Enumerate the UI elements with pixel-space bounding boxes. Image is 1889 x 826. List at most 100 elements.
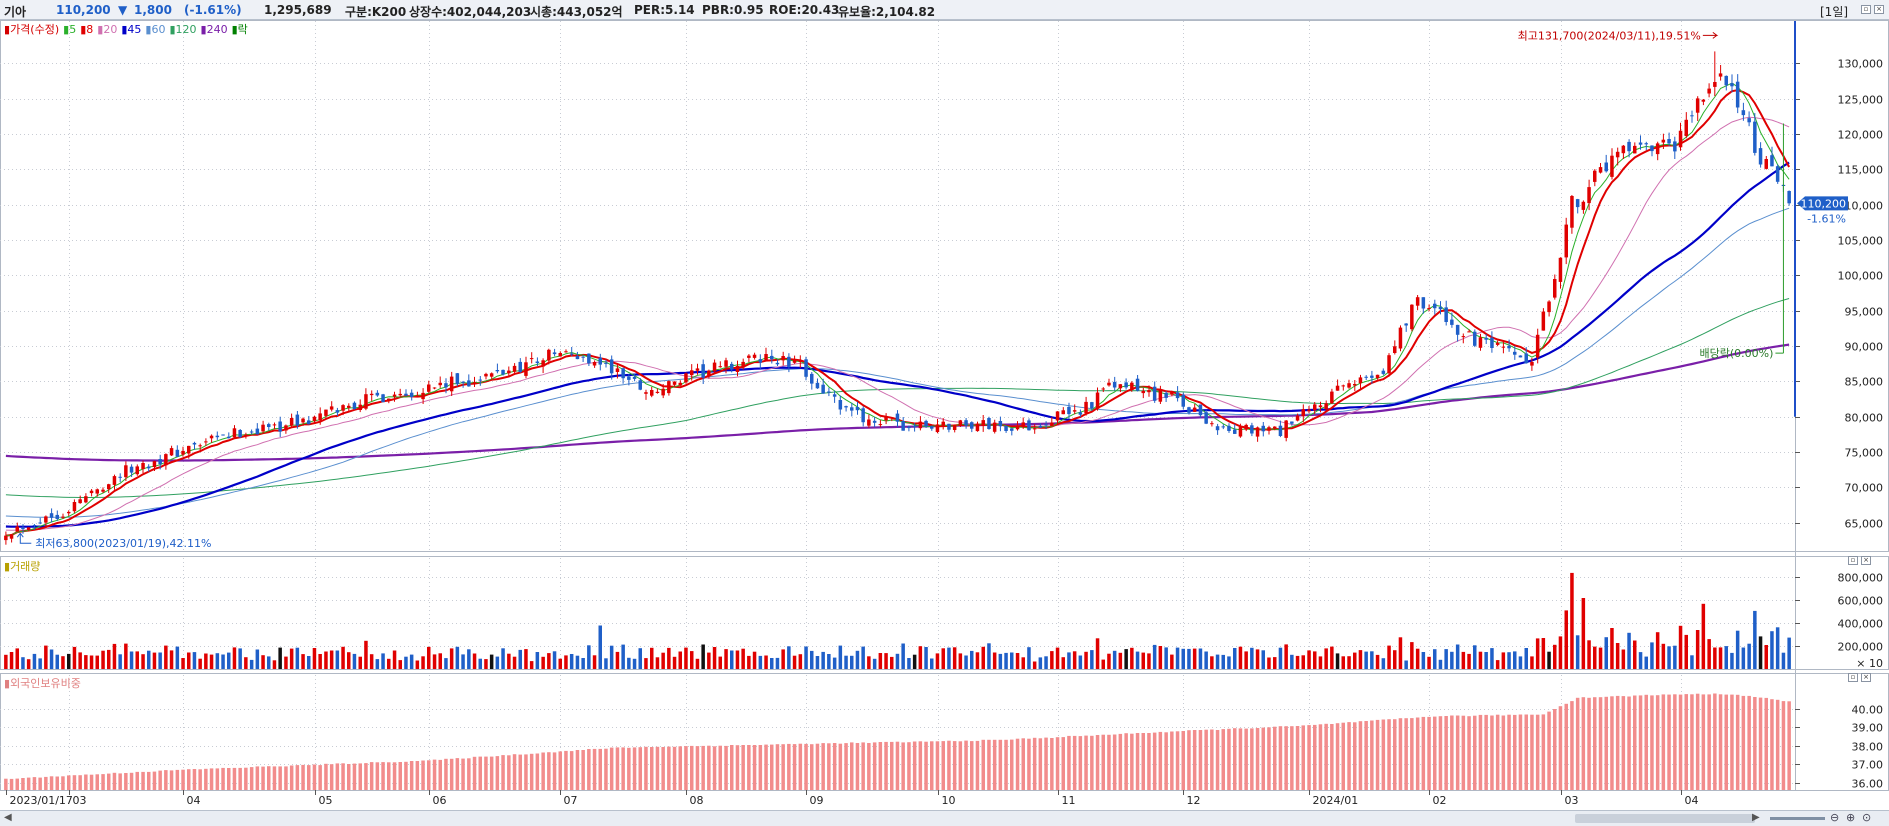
- scroll-left-icon[interactable]: ◀: [4, 812, 12, 823]
- candle-body: [867, 419, 871, 426]
- volume-panel: [4, 572, 1791, 669]
- candle-body: [964, 420, 968, 426]
- foreign-ownership-bar: [1381, 719, 1386, 790]
- foreign-ownership-bar: [1593, 697, 1597, 790]
- volume-bar: [747, 655, 751, 669]
- foreign-ownership-bar: [741, 745, 745, 790]
- candle-body: [1535, 334, 1540, 358]
- stock-header-bar: 기아 110,200 ▼ 1,800 (-1.61%) 1,295,689 구분…: [0, 0, 1889, 20]
- volume-bar: [415, 660, 420, 669]
- low-arrow-icon: [16, 532, 32, 544]
- foreign-ownership-bar: [747, 745, 751, 790]
- candle-body: [1318, 405, 1323, 408]
- volume-bar: [564, 655, 568, 669]
- candle-body: [1370, 375, 1374, 378]
- foreign-ownership-bar: [564, 750, 568, 790]
- volume-bar: [38, 658, 42, 669]
- panel-maximize-icon[interactable]: ▫: [1848, 556, 1858, 565]
- candle-body: [272, 424, 277, 426]
- volume-bar: [1090, 650, 1094, 669]
- panel-close-icon[interactable]: ×: [1861, 556, 1871, 565]
- legend-marker-3: ▮: [97, 23, 104, 36]
- volume-bar: [209, 654, 214, 669]
- candle-body: [455, 373, 460, 385]
- candle-body: [901, 421, 905, 431]
- volume-bar: [1530, 656, 1534, 669]
- candle-body: [78, 499, 82, 504]
- foreign-ownership-bar: [232, 767, 237, 790]
- zoom-slider[interactable]: [1770, 817, 1825, 820]
- price-legend[interactable]: ▮가격(수정) ▮5 ▮8 ▮20 ▮45 ▮60 ▮120 ▮240 ▮락: [4, 21, 252, 37]
- volume-bar: [1770, 631, 1774, 669]
- foreign-ownership-bar: [844, 743, 848, 790]
- candle-body: [569, 353, 574, 355]
- foreign-ownership-bar: [432, 759, 437, 790]
- foreign-ownership-bar: [1775, 699, 1780, 790]
- foreign-ownership-bar: [1244, 728, 1248, 790]
- candle-body: [1021, 422, 1025, 428]
- candle-body: [1667, 139, 1671, 144]
- volume-bar: [1221, 654, 1225, 669]
- zoom-out-icon[interactable]: ⊖: [1830, 811, 1840, 824]
- panel-maximize-icon[interactable]: ▫: [1848, 673, 1858, 682]
- candle-body: [1450, 319, 1454, 325]
- zoom-in-icon[interactable]: ⊕: [1846, 811, 1856, 824]
- volume-bar: [1192, 648, 1197, 669]
- foreign-ownership-bar: [1095, 735, 1100, 790]
- candle-body: [1301, 409, 1305, 417]
- volume-bar: [289, 648, 294, 669]
- volume-bar: [1135, 651, 1140, 669]
- foreign-ownership-bar: [684, 746, 688, 790]
- candle-body: [930, 426, 934, 429]
- foreign-ownership-bar: [1598, 697, 1603, 790]
- volume-bar: [169, 650, 174, 669]
- zoom-reset-icon[interactable]: ⊙: [1862, 811, 1872, 824]
- foreign-ownership-bar: [598, 748, 602, 790]
- close-icon[interactable]: ×: [1874, 5, 1884, 14]
- volume-bar: [198, 658, 202, 669]
- scroll-right-icon[interactable]: ▶: [1752, 812, 1760, 823]
- volume-bar: [449, 648, 454, 669]
- pbr-value: PBR:0.95: [702, 3, 764, 17]
- volume-bar: [427, 646, 431, 669]
- foreign-ownership-bar: [427, 760, 431, 790]
- candle-body: [295, 414, 300, 426]
- volume-bar: [478, 658, 482, 669]
- candle-body: [444, 383, 448, 388]
- foreign-ownership-bar: [444, 758, 448, 790]
- scroll-thumb[interactable]: [1575, 814, 1755, 823]
- stock-name[interactable]: 기아: [4, 5, 27, 19]
- foreign-ownership-bar: [324, 763, 328, 790]
- panel-close-icon[interactable]: ×: [1861, 673, 1871, 682]
- volume-bar: [1598, 647, 1603, 669]
- candle-body: [564, 351, 568, 353]
- volume-bar: [1250, 647, 1254, 669]
- volume-bar: [1313, 651, 1317, 669]
- foreign-ownership-bar: [872, 742, 877, 790]
- candle-body: [324, 409, 328, 416]
- period-selector[interactable]: [1일]: [1820, 5, 1849, 19]
- volume-bar: [432, 654, 437, 669]
- maximize-icon[interactable]: ▫: [1861, 5, 1871, 14]
- candle-body: [101, 489, 105, 492]
- candle-body: [1375, 374, 1380, 379]
- foreign-ownership-bar: [1221, 729, 1225, 790]
- candle-body: [1587, 187, 1591, 204]
- volume-bar: [369, 654, 374, 669]
- foreign-ownership-bar: [1347, 722, 1351, 790]
- candle-body: [1204, 412, 1208, 424]
- candle-body: [872, 420, 877, 423]
- volume-legend[interactable]: ▮거래량: [4, 558, 40, 574]
- volume-bar: [655, 657, 660, 669]
- foreign-legend[interactable]: ▮외국인보유비중: [4, 675, 81, 691]
- foreign-ownership-bar: [1461, 715, 1466, 790]
- volume-bar: [1198, 648, 1203, 669]
- horizontal-scrollbar[interactable]: ◀ ▶ ⊖ ⊕ ⊙: [0, 810, 1889, 826]
- volume-bar: [1130, 647, 1134, 669]
- volume-bar: [1753, 610, 1757, 669]
- foreign-ownership-bar: [1210, 729, 1214, 790]
- volume-bar: [1718, 647, 1723, 669]
- candle-body: [1192, 407, 1197, 412]
- volume-bar: [1513, 651, 1517, 669]
